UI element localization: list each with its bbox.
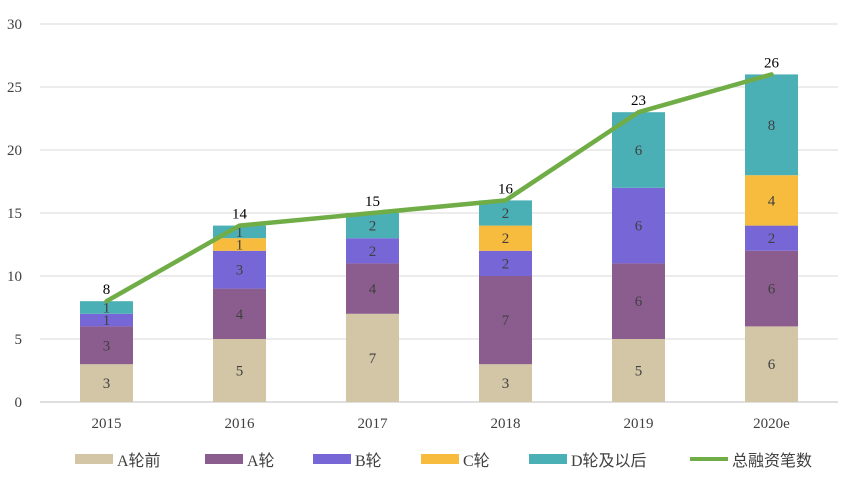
legend-label: A轮前: [117, 453, 161, 470]
legend-swatch: [421, 454, 459, 464]
bar-data-label: 6: [635, 219, 643, 235]
bar-segment: [745, 225, 798, 251]
bar-segment: [479, 225, 532, 251]
bar-data-label: 7: [369, 351, 377, 367]
total-data-label: 26: [764, 55, 780, 71]
bar-data-label: 2: [369, 219, 377, 235]
legend: A轮前 A轮 B轮 C轮 D轮及以后 总融资笔数: [0, 446, 865, 472]
total-data-label: 8: [103, 282, 111, 298]
bar-data-label: 4: [236, 307, 244, 323]
bar-segment: [80, 364, 133, 402]
legend-item: D轮及以后: [529, 446, 647, 472]
legend-item: 总融资笔数: [690, 446, 812, 472]
bar-data-label: 6: [635, 143, 643, 159]
bar-data-label: 3: [103, 338, 111, 354]
bar-segment: [346, 238, 399, 264]
bar-segment: [745, 250, 798, 327]
bar-segment: [80, 326, 133, 365]
bar-segment: [346, 313, 399, 402]
bar-segment: [745, 175, 798, 226]
bar-data-label: 6: [768, 282, 776, 298]
legend-item: A轮前: [75, 446, 161, 472]
legend-swatch: [690, 457, 728, 461]
legend-item: A轮: [205, 446, 275, 472]
bar-segment: [213, 238, 266, 251]
legend-label: B轮: [355, 453, 382, 470]
bar-segment: [213, 250, 266, 289]
legend-label: C轮: [463, 453, 490, 470]
x-tick-label: 2016: [225, 416, 256, 432]
x-tick-label: 2019: [624, 416, 654, 432]
x-tick-label: 2015: [92, 416, 122, 432]
bar-data-label: 5: [635, 364, 643, 380]
legend-item: B轮: [313, 446, 382, 472]
y-tick-label: 30: [7, 17, 22, 33]
bar-data-label: 2: [502, 206, 510, 222]
total-data-label: 16: [498, 181, 514, 197]
bar-segment: [479, 364, 532, 402]
bar-segment: [612, 339, 665, 402]
bar-segment: [745, 74, 798, 176]
bar-segment: [80, 313, 133, 327]
bar-data-label: 3: [236, 263, 244, 279]
total-data-label: 23: [631, 93, 646, 109]
bar-segment: [346, 213, 399, 239]
bar-data-label: 2: [768, 231, 776, 247]
x-tick-label: 2018: [491, 416, 521, 432]
bar-data-label: 8: [768, 118, 776, 134]
legend-label: A轮: [247, 453, 275, 470]
bar-data-label: 7: [502, 313, 510, 329]
bar-data-label: 2: [502, 231, 510, 247]
bar-data-label: 3: [103, 376, 111, 392]
total-line: [104, 72, 774, 304]
y-tick-label: 15: [7, 206, 22, 222]
bar-data-label: 6: [768, 357, 776, 373]
total-data-label: 14: [232, 207, 248, 223]
bar-segment: [346, 263, 399, 314]
bar-segment: [745, 326, 798, 402]
bar-data-label: 4: [768, 193, 776, 209]
bar-data-label: 1: [236, 238, 244, 254]
bar-data-label: 1: [103, 313, 111, 329]
y-tick-label: 10: [7, 269, 22, 285]
bar-data-label: 1: [236, 225, 244, 241]
y-tick-label: 0: [15, 395, 23, 411]
x-tick-label: 2020e: [753, 416, 790, 432]
legend-swatch: [75, 454, 113, 464]
bar-segment: [479, 200, 532, 226]
y-tick-label: 20: [7, 143, 22, 159]
bar-segment: [479, 276, 532, 365]
legend-item: C轮: [421, 446, 490, 472]
bar-segment: [213, 339, 266, 402]
x-tick-label: 2017: [358, 416, 389, 432]
bar-data-label: 6: [635, 294, 643, 310]
bar-data-label: 4: [369, 282, 377, 298]
legend-label: D轮及以后: [571, 453, 647, 470]
legend-swatch: [205, 454, 243, 464]
bar-segment: [213, 288, 266, 339]
bar-data-label: 3: [502, 376, 510, 392]
y-tick-label: 5: [15, 332, 23, 348]
legend-swatch: [529, 454, 567, 464]
bar-segment: [479, 250, 532, 276]
bar-data-label: 2: [502, 256, 510, 272]
legend-label: 总融资笔数: [732, 453, 813, 470]
legend-swatch: [313, 454, 351, 464]
bar-segment: [612, 187, 665, 264]
total-data-label: 15: [365, 194, 380, 210]
bar-data-label: 1: [103, 301, 111, 317]
bar-data-label: 2: [369, 244, 377, 260]
bar-segment: [612, 263, 665, 339]
y-tick-label: 25: [7, 80, 22, 96]
bar-segment: [80, 301, 133, 314]
bar-data-label: 5: [236, 364, 244, 380]
